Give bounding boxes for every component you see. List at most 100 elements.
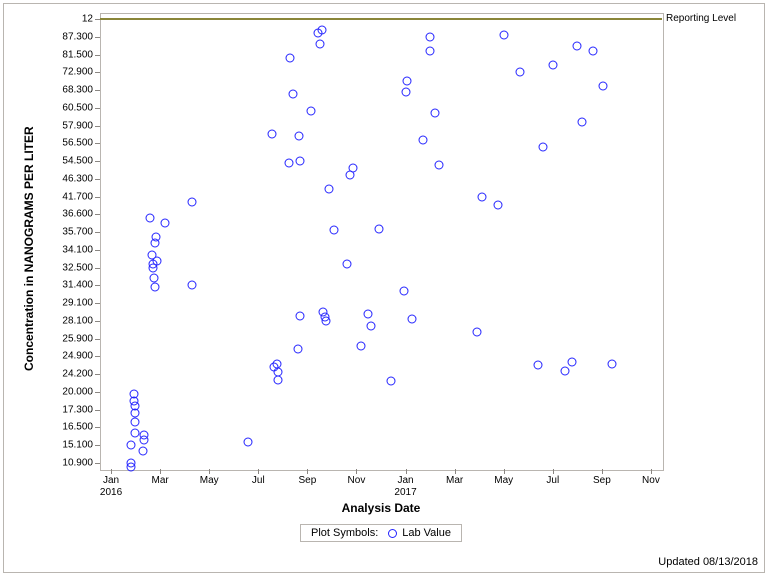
data-point <box>131 402 140 411</box>
y-tick-label: 81.500 <box>45 49 93 60</box>
y-tick-label: 87.300 <box>45 31 93 42</box>
y-tick-mark <box>95 179 100 180</box>
x-tick-label: Jul <box>546 475 559 486</box>
y-tick-label: 31.400 <box>45 280 93 291</box>
y-tick-mark <box>95 356 100 357</box>
data-point <box>273 368 282 377</box>
data-point <box>561 366 570 375</box>
y-tick-mark <box>95 37 100 38</box>
y-tick-label: 28.100 <box>45 315 93 326</box>
y-tick-label: 41.700 <box>45 191 93 202</box>
x-tick-label: Mar <box>152 475 169 486</box>
data-point <box>149 274 158 283</box>
data-point <box>296 157 305 166</box>
x-tick-mark <box>602 469 603 474</box>
y-tick-mark <box>95 410 100 411</box>
data-point <box>244 437 253 446</box>
data-point <box>321 316 330 325</box>
data-point <box>342 260 351 269</box>
legend: Plot Symbols: Lab Value <box>300 524 462 542</box>
x-tick-mark <box>406 469 407 474</box>
x-tick-label: Jul <box>252 475 265 486</box>
data-point <box>126 459 135 468</box>
y-tick-mark <box>95 268 100 269</box>
data-point <box>426 32 435 41</box>
data-point <box>407 315 416 324</box>
y-axis-label: Concentration in NANOGRAMS PER LITER <box>22 126 36 371</box>
x-tick-mark <box>553 469 554 474</box>
y-tick-mark <box>95 303 100 304</box>
data-point <box>363 309 372 318</box>
y-tick-label: 17.300 <box>45 404 93 415</box>
data-point <box>307 107 316 116</box>
data-point <box>296 311 305 320</box>
y-tick-mark <box>95 161 100 162</box>
data-point <box>493 201 502 210</box>
x-tick-mark <box>356 469 357 474</box>
data-point <box>400 286 409 295</box>
y-tick-mark <box>95 126 100 127</box>
legend-marker-icon <box>388 529 397 538</box>
y-tick-label: 36.600 <box>45 209 93 220</box>
data-point <box>573 41 582 50</box>
data-point <box>348 164 357 173</box>
data-point <box>538 142 547 151</box>
y-tick-mark <box>95 463 100 464</box>
y-tick-mark <box>95 250 100 251</box>
data-point <box>315 39 324 48</box>
data-point <box>386 377 395 386</box>
y-tick-mark <box>95 339 100 340</box>
x-tick-label: Jan <box>103 475 119 486</box>
x-tick-label: May <box>494 475 513 486</box>
y-tick-mark <box>95 427 100 428</box>
y-tick-mark <box>95 214 100 215</box>
y-tick-label: 20.000 <box>45 386 93 397</box>
data-point <box>288 89 297 98</box>
x-tick-label: Sep <box>593 475 611 486</box>
x-tick-label: Nov <box>348 475 366 486</box>
x-tick-mark <box>111 469 112 474</box>
y-tick-label: 16.500 <box>45 422 93 433</box>
reporting-level-label: Reporting Level <box>666 13 736 24</box>
data-point <box>589 46 598 55</box>
x-tick-label: Mar <box>446 475 463 486</box>
y-tick-mark <box>95 197 100 198</box>
data-point <box>146 213 155 222</box>
y-tick-label: 35.700 <box>45 227 93 238</box>
data-point <box>430 109 439 118</box>
y-tick-label: 57.900 <box>45 120 93 131</box>
data-point <box>499 30 508 39</box>
y-tick-mark <box>95 374 100 375</box>
x-tick-mark <box>504 469 505 474</box>
y-tick-label: 54.500 <box>45 156 93 167</box>
x-tick-mark <box>160 469 161 474</box>
data-point <box>402 77 411 86</box>
y-tick-mark <box>95 108 100 109</box>
y-tick-label: 68.300 <box>45 85 93 96</box>
y-tick-label: 72.900 <box>45 67 93 78</box>
data-point <box>357 341 366 350</box>
y-tick-label: 25.900 <box>45 333 93 344</box>
data-point <box>418 135 427 144</box>
y-tick-mark <box>95 232 100 233</box>
y-tick-label: 32.500 <box>45 262 93 273</box>
y-tick-label: 60.500 <box>45 102 93 113</box>
y-tick-label: 34.100 <box>45 244 93 255</box>
data-point <box>293 345 302 354</box>
y-tick-label: 29.100 <box>45 298 93 309</box>
y-tick-mark <box>95 55 100 56</box>
y-tick-mark <box>95 392 100 393</box>
y-tick-label: 24.200 <box>45 369 93 380</box>
data-point <box>294 132 303 141</box>
plot-area <box>100 13 664 471</box>
x-tick-label: Sep <box>298 475 316 486</box>
data-point <box>434 160 443 169</box>
x-tick-label-year: 2016 <box>100 487 122 498</box>
data-point <box>325 185 334 194</box>
y-tick-label: 10.900 <box>45 458 93 469</box>
x-tick-mark <box>209 469 210 474</box>
x-tick-label: May <box>200 475 219 486</box>
data-point <box>131 418 140 427</box>
x-tick-mark <box>258 469 259 474</box>
data-point <box>131 428 140 437</box>
